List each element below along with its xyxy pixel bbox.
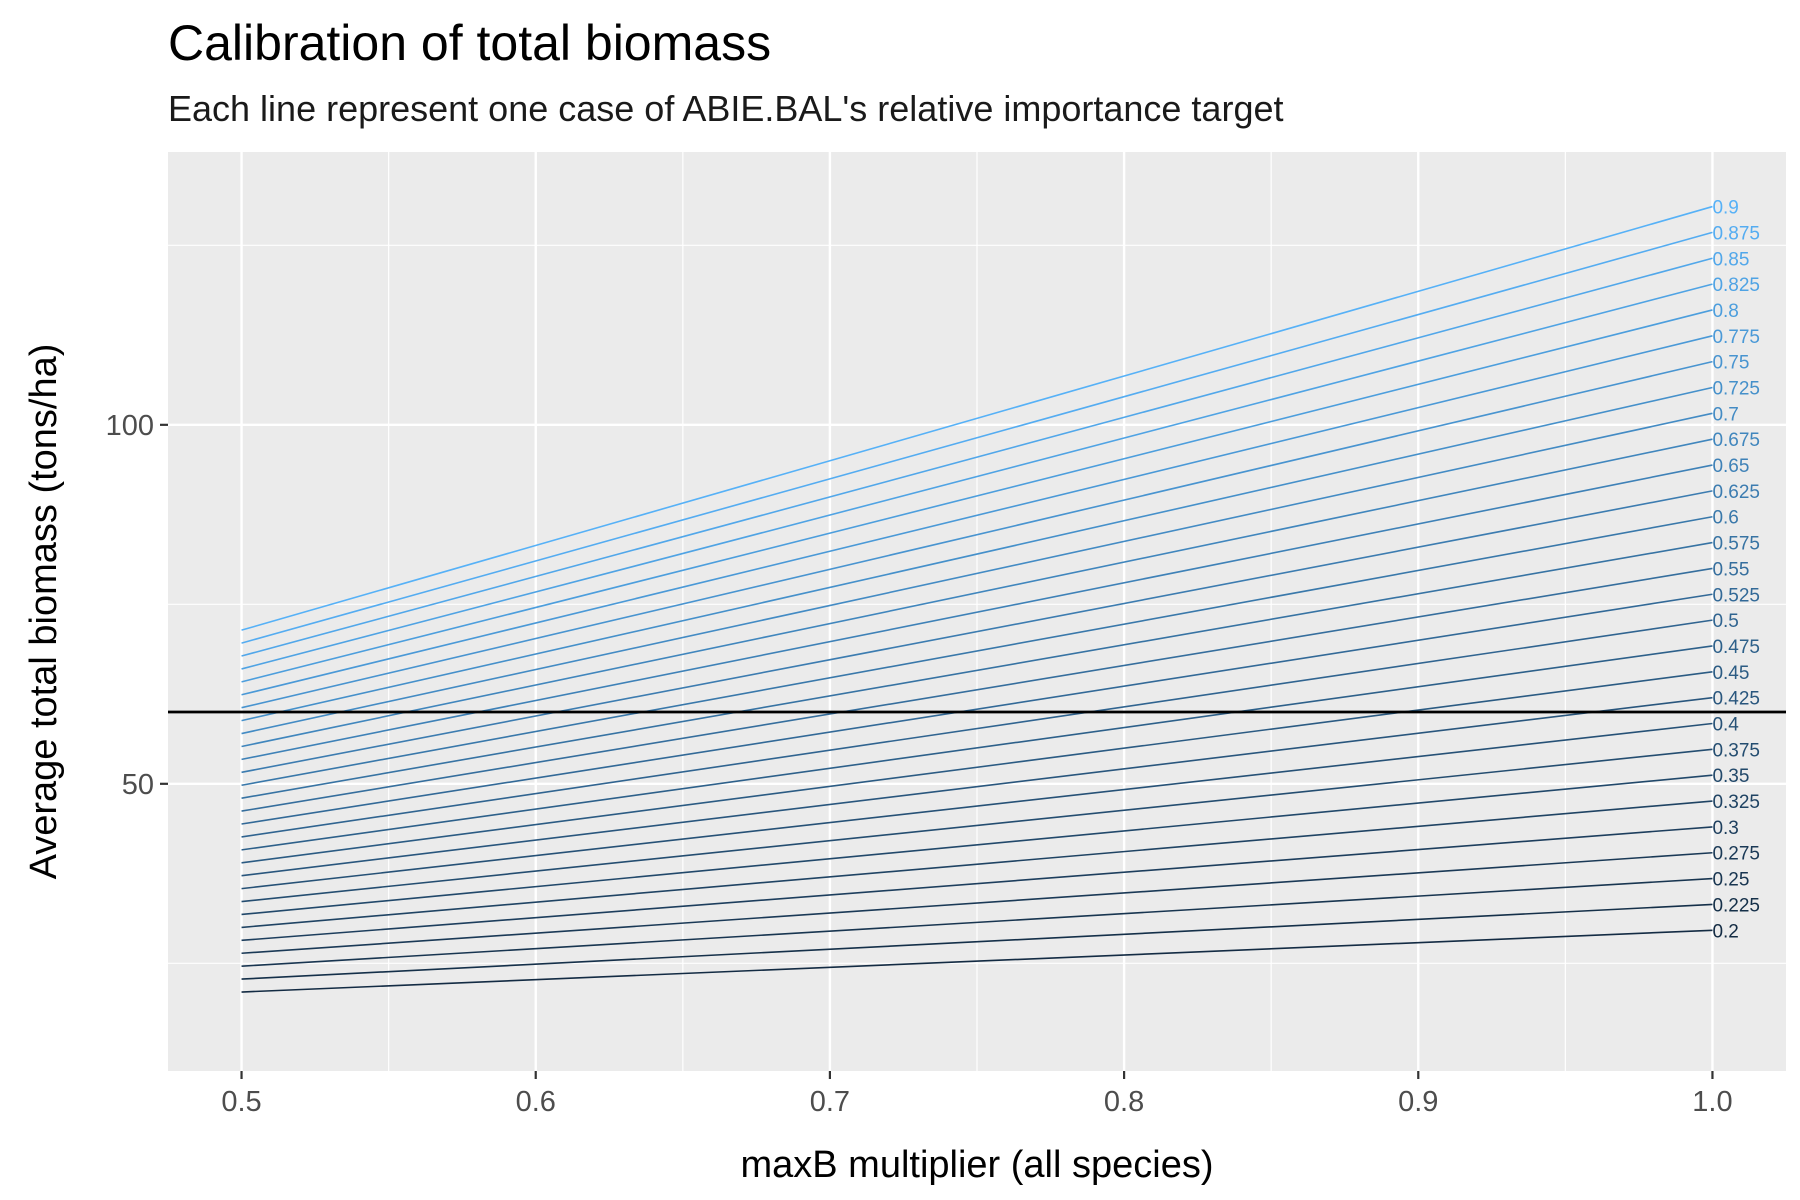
series-label-0.325: 0.325	[1712, 792, 1760, 813]
series-label-0.75: 0.75	[1712, 353, 1749, 374]
series-line-0.875	[241, 231, 1713, 644]
series-line-0.5	[241, 619, 1713, 838]
axis-ticks	[160, 423, 1714, 1079]
series-line-0.375	[241, 748, 1713, 903]
series-line-0.525	[241, 593, 1713, 825]
series-label-0.225: 0.225	[1712, 895, 1760, 916]
series-line-0.6	[241, 515, 1713, 787]
y-tick-label: 100	[106, 410, 154, 442]
series-line-0.725	[241, 386, 1713, 722]
y-tick-labels: 50 100	[106, 410, 154, 801]
series-line-0.4	[241, 722, 1713, 890]
series-label-0.275: 0.275	[1712, 844, 1760, 865]
series-line-0.8	[241, 309, 1713, 683]
x-tick-label: 0.9	[1398, 1086, 1438, 1118]
series-label-0.725: 0.725	[1712, 378, 1760, 399]
series-label-0.425: 0.425	[1712, 689, 1760, 710]
series-line-0.65	[241, 464, 1713, 761]
series-line-0.25	[241, 877, 1713, 967]
series-label-0.9: 0.9	[1712, 198, 1738, 219]
series-line-0.45	[241, 671, 1713, 864]
series-line-0.7	[241, 412, 1713, 735]
y-tick-label: 50	[122, 769, 154, 801]
series-label-0.3: 0.3	[1712, 818, 1738, 839]
series-line-0.325	[241, 800, 1713, 929]
y-axis-title: Average total biomass (tons/ha)	[23, 344, 65, 880]
x-tick-label: 0.6	[516, 1086, 556, 1118]
series-line-0.275	[241, 851, 1713, 955]
series-line-0.775	[241, 335, 1713, 696]
x-tick-label: 0.8	[1104, 1086, 1144, 1118]
series-label-0.875: 0.875	[1712, 223, 1760, 244]
series-label-0.25: 0.25	[1712, 870, 1749, 891]
series-line-0.35	[241, 774, 1713, 916]
series-label-0.7: 0.7	[1712, 404, 1738, 425]
series-label-0.525: 0.525	[1712, 585, 1760, 606]
series-label-0.65: 0.65	[1712, 456, 1749, 477]
series-line-0.85	[241, 257, 1713, 657]
series-label-0.2: 0.2	[1712, 921, 1738, 942]
series-label-0.35: 0.35	[1712, 766, 1749, 787]
x-axis-title: maxB multiplier (all species)	[740, 1144, 1213, 1186]
x-tick-label: 0.7	[810, 1086, 850, 1118]
series-label-0.55: 0.55	[1712, 559, 1749, 580]
chart-title: Calibration of total biomass	[168, 15, 772, 71]
series-line-0.2	[241, 929, 1713, 993]
series-label-0.475: 0.475	[1712, 637, 1760, 658]
series-line-0.9	[241, 205, 1713, 631]
series-line-0.55	[241, 567, 1713, 812]
series-label-0.45: 0.45	[1712, 663, 1749, 684]
series-label-0.675: 0.675	[1712, 430, 1760, 451]
series-labels: 0.2 0.225 0.25 0.275 0.3 0.325 0.35 0.375 0.4 0.4…	[1712, 198, 1760, 943]
series-lines	[241, 205, 1713, 993]
series-line-0.425	[241, 696, 1713, 877]
series-label-0.825: 0.825	[1712, 275, 1760, 296]
grid-major	[168, 152, 1786, 1071]
series-line-0.825	[241, 283, 1713, 670]
series-line-0.3	[241, 826, 1713, 942]
chart-subtitle: Each line represent one case of ABIE.BAL…	[168, 88, 1284, 129]
series-line-0.75	[241, 360, 1713, 709]
series-line-0.225	[241, 903, 1713, 980]
series-label-0.5: 0.5	[1712, 611, 1738, 632]
series-line-0.575	[241, 541, 1713, 799]
series-label-0.775: 0.775	[1712, 327, 1760, 348]
series-line-0.675	[241, 438, 1713, 748]
x-tick-label: 0.5	[221, 1086, 261, 1118]
x-tick-label: 1.0	[1692, 1086, 1732, 1118]
series-line-0.475	[241, 645, 1713, 851]
series-label-0.625: 0.625	[1712, 482, 1760, 503]
series-label-0.6: 0.6	[1712, 508, 1738, 529]
series-label-0.375: 0.375	[1712, 740, 1760, 761]
series-label-0.575: 0.575	[1712, 534, 1760, 555]
series-label-0.4: 0.4	[1712, 715, 1739, 736]
series-label-0.8: 0.8	[1712, 301, 1738, 322]
grid-minor	[168, 152, 1786, 1071]
series-label-0.85: 0.85	[1712, 249, 1749, 270]
series-line-0.625	[241, 490, 1713, 774]
x-tick-labels: 0.5 0.6 0.7 0.8 0.9 1.0	[221, 1086, 1732, 1118]
